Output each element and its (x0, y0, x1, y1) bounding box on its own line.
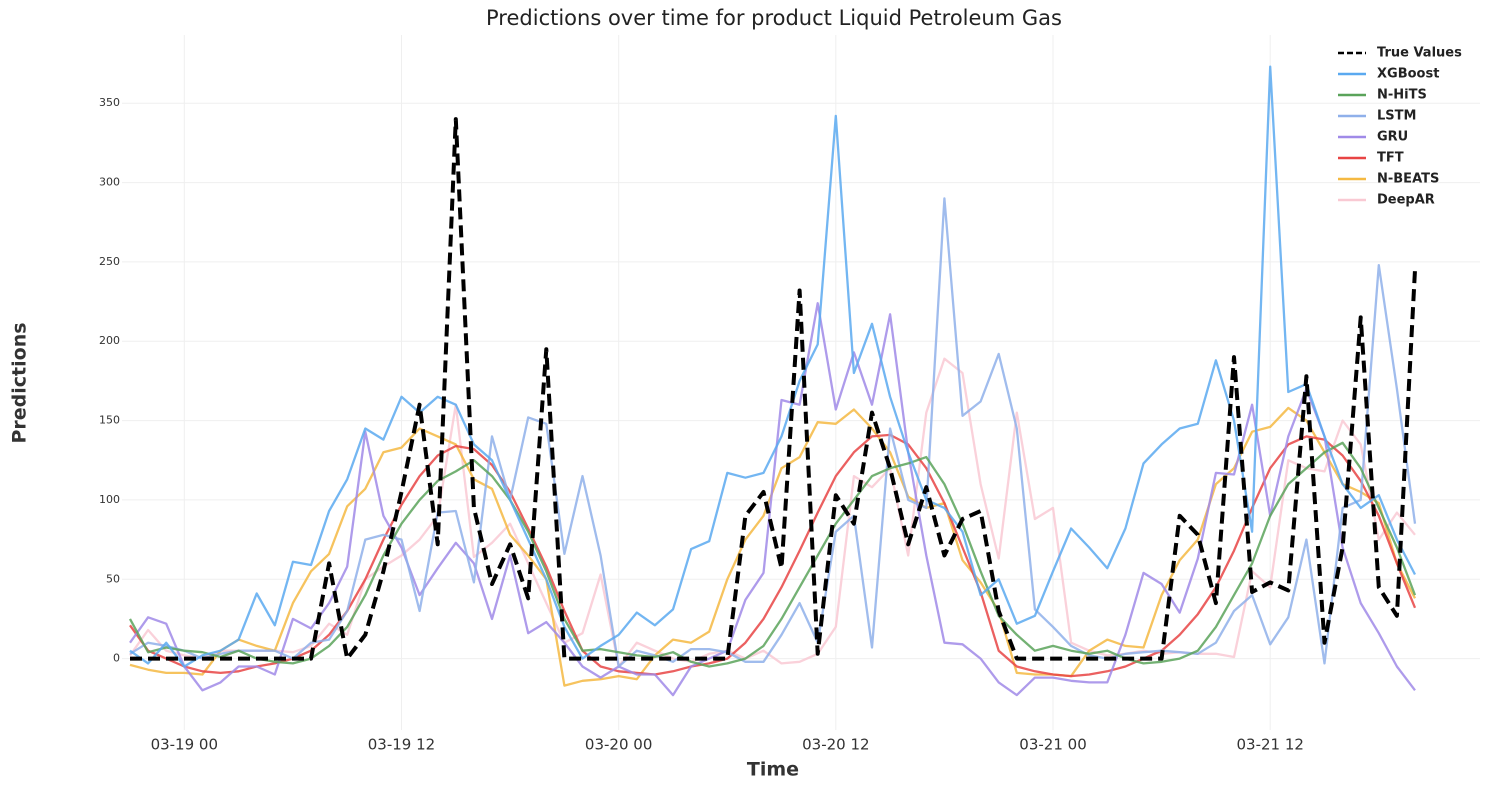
y-tick-label: 300 (99, 176, 120, 189)
series-line (129, 65, 1417, 668)
y-tick-label: 200 (99, 334, 120, 347)
legend-label: N-HiTS (1377, 88, 1427, 103)
legend-label: DeepAR (1377, 193, 1435, 208)
series-line (130, 117, 1417, 661)
y-tick-label: 0 (113, 652, 120, 665)
y-tick-label: 250 (99, 255, 120, 268)
x-tick-label: 03-21 00 (1019, 736, 1086, 754)
series-line (128, 441, 1417, 668)
legend-label: TFT (1377, 151, 1404, 166)
series-line (129, 406, 1417, 687)
y-tick-label: 50 (106, 572, 120, 585)
y-tick-label: 150 (99, 414, 120, 427)
y-tick-label: 350 (99, 96, 120, 109)
chart-title: Predictions over time for product Liquid… (486, 6, 1062, 30)
legend-label: N-BEATS (1377, 172, 1439, 187)
x-axis-label: Time (747, 759, 799, 781)
legend-label: LSTM (1377, 109, 1416, 124)
x-tick-label: 03-19 00 (151, 736, 218, 754)
x-tick-label: 03-20 12 (802, 736, 869, 754)
x-tick-label: 03-19 12 (368, 736, 435, 754)
x-tick-label: 03-21 12 (1236, 736, 1303, 754)
y-axis-label: Predictions (9, 322, 31, 443)
y-tick-label: 100 (99, 493, 120, 506)
x-tick-label: 03-20 00 (585, 736, 652, 754)
legend-label: XGBoost (1377, 67, 1439, 82)
series-line (129, 197, 1417, 668)
legend-label: GRU (1377, 130, 1408, 145)
legend-label: True Values (1377, 46, 1462, 61)
